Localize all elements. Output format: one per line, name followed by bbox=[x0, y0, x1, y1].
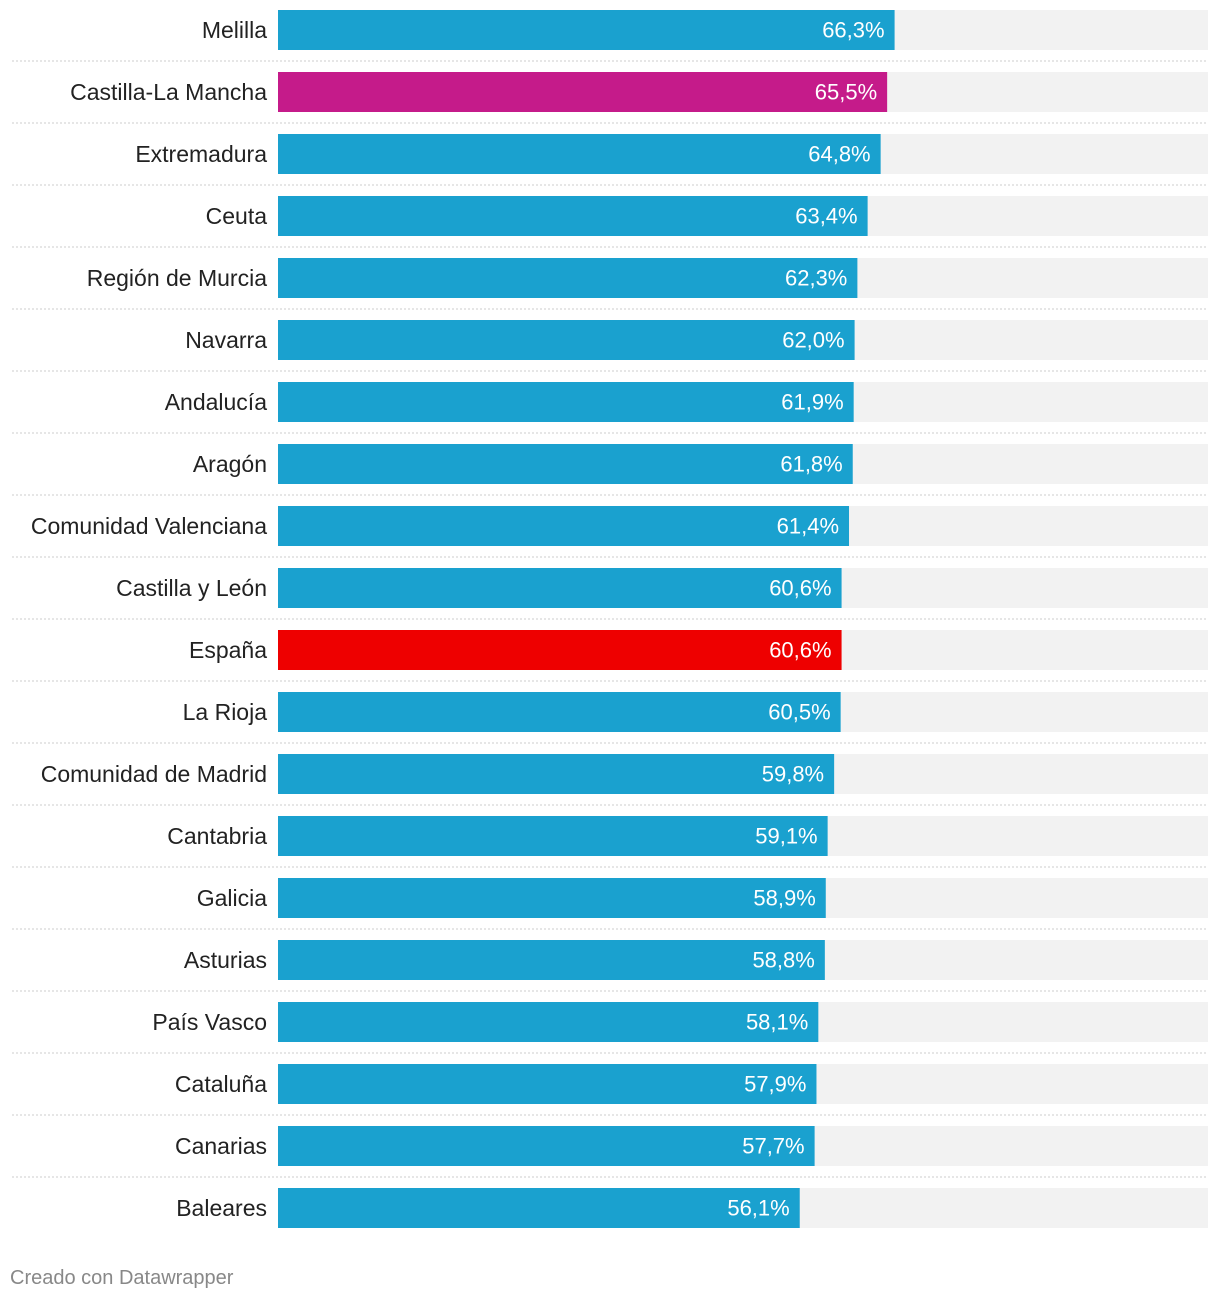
bar bbox=[278, 134, 881, 174]
value-label: 57,7% bbox=[742, 1134, 804, 1159]
value-label: 58,9% bbox=[753, 886, 815, 911]
value-label: 58,8% bbox=[752, 948, 814, 973]
category-label: Galicia bbox=[197, 885, 268, 911]
bar bbox=[278, 72, 888, 112]
value-label: 65,5% bbox=[815, 80, 877, 105]
bar bbox=[278, 630, 842, 670]
value-label: 61,8% bbox=[780, 452, 842, 477]
category-label: Castilla-La Mancha bbox=[70, 79, 267, 105]
category-label: Canarias bbox=[175, 1133, 267, 1159]
category-label: Asturias bbox=[184, 947, 267, 973]
value-label: 64,8% bbox=[808, 142, 870, 167]
value-label: 62,0% bbox=[782, 328, 844, 353]
category-label: Baleares bbox=[176, 1195, 267, 1221]
bar bbox=[278, 816, 828, 856]
category-label: Ceuta bbox=[206, 203, 268, 229]
bar bbox=[278, 382, 854, 422]
category-label: Navarra bbox=[185, 327, 267, 353]
bar bbox=[278, 1064, 817, 1104]
bar bbox=[278, 1126, 815, 1166]
bar bbox=[278, 754, 835, 794]
bar bbox=[278, 196, 868, 236]
value-label: 60,6% bbox=[769, 576, 831, 601]
value-label: 61,9% bbox=[781, 390, 843, 415]
category-label: Cantabria bbox=[167, 823, 267, 849]
value-label: 60,6% bbox=[769, 638, 831, 663]
value-label: 62,3% bbox=[785, 266, 847, 291]
category-label: Cataluña bbox=[175, 1071, 267, 1097]
category-label: Melilla bbox=[202, 17, 267, 43]
category-label: Andalucía bbox=[165, 389, 268, 415]
category-label: País Vasco bbox=[152, 1009, 267, 1035]
category-label: Comunidad Valenciana bbox=[31, 513, 267, 539]
category-label: Región de Murcia bbox=[87, 265, 267, 291]
bar bbox=[278, 444, 853, 484]
bar bbox=[278, 692, 841, 732]
bar bbox=[278, 940, 825, 980]
bar bbox=[278, 568, 842, 608]
value-label: 59,8% bbox=[762, 762, 824, 787]
value-label: 56,1% bbox=[727, 1196, 789, 1221]
bar bbox=[278, 1002, 819, 1042]
value-label: 59,1% bbox=[755, 824, 817, 849]
value-label: 60,5% bbox=[768, 700, 830, 725]
bar bbox=[278, 258, 858, 298]
bar bbox=[278, 878, 826, 918]
bar bbox=[278, 506, 850, 546]
bar bbox=[278, 10, 895, 50]
bar bbox=[278, 320, 855, 360]
category-label: Extremadura bbox=[135, 141, 267, 167]
footer-credit: Creado con Datawrapper bbox=[10, 1267, 234, 1289]
value-label: 57,9% bbox=[744, 1072, 806, 1097]
category-label: La Rioja bbox=[183, 699, 268, 725]
value-label: 58,1% bbox=[746, 1010, 808, 1035]
category-label: Aragón bbox=[193, 451, 267, 477]
value-label: 66,3% bbox=[822, 18, 884, 43]
value-label: 63,4% bbox=[795, 204, 857, 229]
category-label: Castilla y León bbox=[116, 575, 267, 601]
value-label: 61,4% bbox=[777, 514, 839, 539]
bar bbox=[278, 1188, 800, 1228]
category-label: Comunidad de Madrid bbox=[41, 761, 267, 787]
category-label: España bbox=[189, 637, 267, 663]
